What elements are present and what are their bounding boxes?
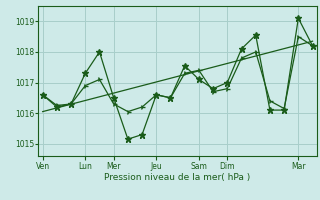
X-axis label: Pression niveau de la mer( hPa ): Pression niveau de la mer( hPa ) <box>104 173 251 182</box>
